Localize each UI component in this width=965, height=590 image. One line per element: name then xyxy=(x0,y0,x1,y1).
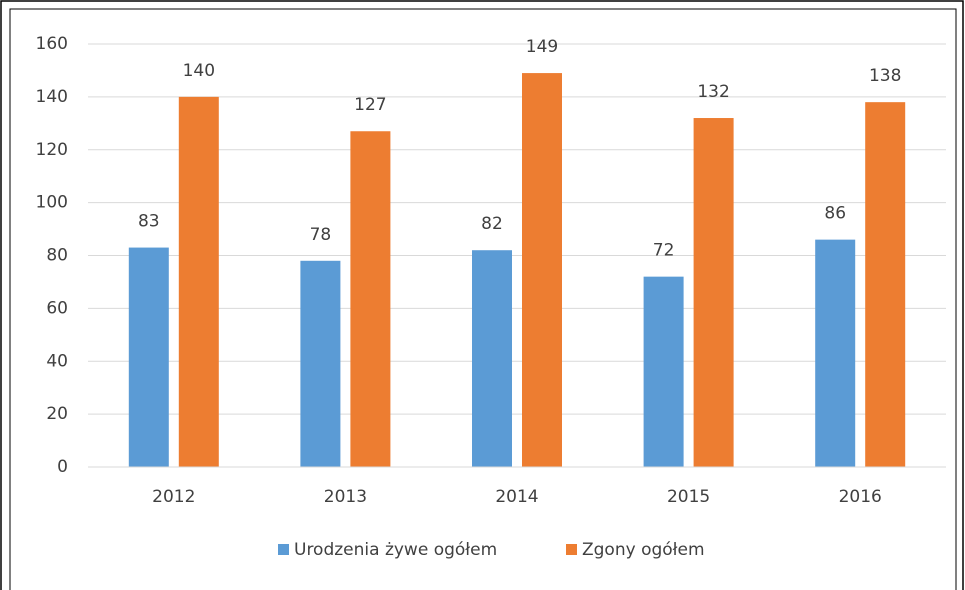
y-tick-label: 0 xyxy=(57,457,68,477)
bar xyxy=(472,250,512,467)
bar xyxy=(300,260,341,467)
data-label: 140 xyxy=(183,61,215,81)
bar xyxy=(350,131,391,467)
bar xyxy=(815,239,856,467)
data-label: 86 xyxy=(824,204,846,224)
x-tick-label: 2013 xyxy=(324,487,367,507)
data-label: 127 xyxy=(354,95,386,115)
data-label: 78 xyxy=(310,225,332,245)
bar xyxy=(178,96,219,467)
x-tick-label: 2015 xyxy=(667,487,710,507)
y-tick-label: 120 xyxy=(36,140,68,160)
data-label: 82 xyxy=(481,214,503,234)
y-tick-label: 100 xyxy=(36,193,68,213)
data-label: 138 xyxy=(869,66,901,86)
legend-label: Urodzenia żywe ogółem xyxy=(294,540,497,560)
bar xyxy=(865,102,906,467)
bar xyxy=(693,118,734,468)
inner-frame xyxy=(9,8,957,590)
bar xyxy=(643,276,684,467)
y-tick-label: 80 xyxy=(46,246,68,266)
y-tick-label: 60 xyxy=(46,298,68,318)
legend-swatch xyxy=(278,544,289,555)
data-label: 132 xyxy=(697,82,729,102)
legend-swatch xyxy=(566,544,577,555)
x-tick-label: 2016 xyxy=(839,487,882,507)
bar xyxy=(128,247,169,467)
y-tick-label: 160 xyxy=(36,34,68,54)
y-tick-label: 140 xyxy=(36,87,68,107)
data-label: 149 xyxy=(526,37,558,57)
y-tick-label: 20 xyxy=(46,404,68,424)
bar xyxy=(522,73,562,468)
x-tick-label: 2012 xyxy=(152,487,195,507)
legend-label: Zgony ogółem xyxy=(582,540,705,560)
y-tick-label: 40 xyxy=(46,351,68,371)
data-label: 72 xyxy=(653,241,675,261)
x-tick-label: 2014 xyxy=(495,487,538,507)
data-label: 83 xyxy=(138,212,160,232)
